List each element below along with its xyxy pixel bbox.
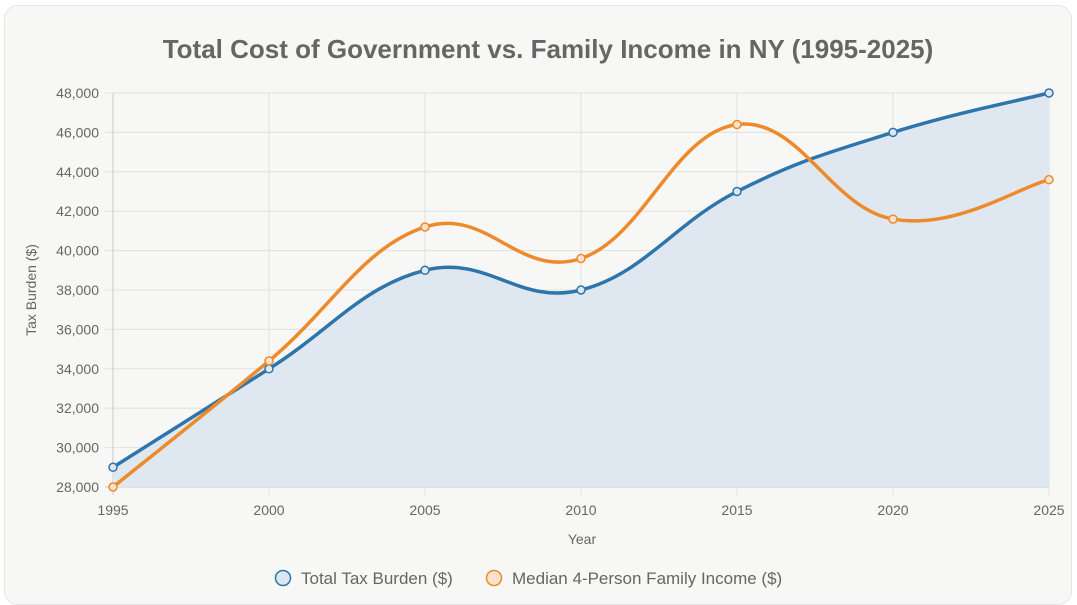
legend-label: Median 4-Person Family Income ($) — [512, 569, 782, 588]
legend-item[interactable]: Total Tax Burden ($) — [274, 569, 453, 588]
y-tick-label: 42,000 — [56, 203, 99, 219]
y-tick-label: 44,000 — [56, 164, 99, 180]
data-point[interactable] — [420, 222, 430, 232]
legend-item[interactable]: Median 4-Person Family Income ($) — [485, 569, 783, 588]
y-tick-label: 48,000 — [56, 85, 99, 101]
data-point[interactable] — [264, 356, 274, 366]
y-tick-label: 30,000 — [56, 440, 99, 456]
data-point[interactable] — [888, 214, 898, 224]
y-axis-label: Tax Burden ($) — [23, 244, 39, 336]
data-point[interactable] — [888, 127, 898, 138]
data-point[interactable] — [420, 265, 430, 276]
data-point[interactable] — [108, 462, 118, 473]
data-point[interactable] — [576, 285, 586, 295]
y-tick-label: 32,000 — [56, 400, 99, 416]
x-tick-label: 2010 — [565, 502, 596, 518]
data-point[interactable] — [264, 364, 274, 374]
x-tick-label: 1995 — [97, 502, 128, 518]
x-tick-label: 2000 — [253, 502, 284, 518]
data-point[interactable] — [732, 186, 742, 197]
series-points — [108, 88, 1054, 492]
legend-label: Total Tax Burden ($) — [301, 569, 453, 588]
x-tick-label: 2020 — [877, 502, 908, 518]
y-axis-ticks: 28,000 30,000 32,000 34,000 36,000 38,000 40,0… — [56, 85, 99, 495]
data-point[interactable] — [732, 119, 742, 130]
data-point[interactable] — [1044, 174, 1054, 185]
data-point[interactable] — [108, 482, 118, 492]
x-axis-label: Year — [568, 531, 597, 547]
y-tick-label: 38,000 — [56, 282, 99, 298]
x-axis-ticks: 1995 2000 2005 2010 2015 2020 2025 — [97, 502, 1064, 518]
legend-marker-icon — [485, 569, 503, 587]
y-tick-label: 28,000 — [56, 479, 99, 495]
x-tick-label: 2025 — [1033, 502, 1064, 518]
x-tick-label: 2005 — [409, 502, 440, 518]
legend: Total Tax Burden ($) Median 4-Person Fami… — [274, 569, 783, 588]
chart-title: Total Cost of Government vs. Family Inco… — [163, 34, 934, 64]
legend-marker-icon — [274, 569, 292, 587]
data-point[interactable] — [576, 253, 586, 264]
x-tick-label: 2015 — [721, 502, 752, 518]
y-tick-label: 40,000 — [56, 243, 99, 259]
data-point[interactable] — [1044, 88, 1054, 98]
y-tick-label: 46,000 — [56, 124, 99, 140]
y-tick-label: 36,000 — [56, 321, 99, 337]
y-tick-label: 34,000 — [56, 361, 99, 377]
